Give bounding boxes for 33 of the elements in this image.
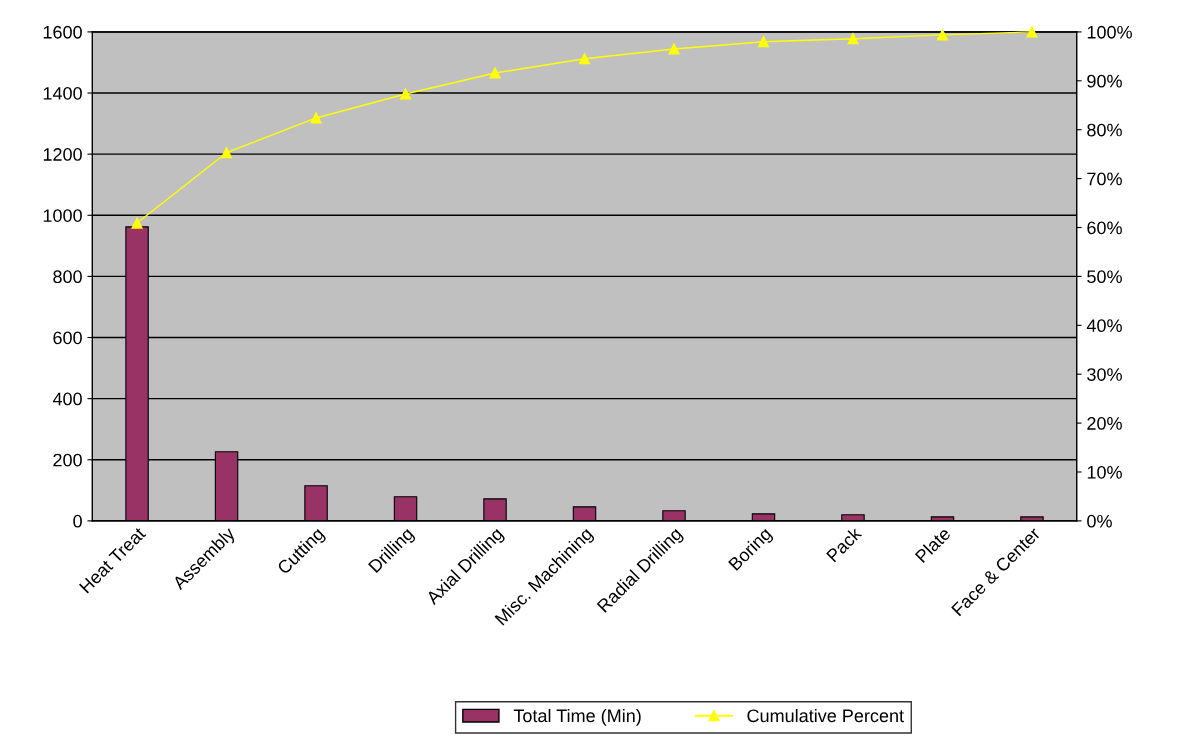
y2-tick-label: 50% [1087, 270, 1122, 284]
y2-tick-label: 80% [1087, 123, 1122, 137]
y-tick-label: 200 [53, 453, 82, 467]
point [310, 112, 322, 124]
y-tick-label: 1600 [43, 25, 82, 39]
legend-label: Total Time (Min) [513, 708, 641, 726]
point [578, 53, 591, 65]
point [221, 147, 233, 159]
y-tick-label: 0 [73, 514, 82, 528]
y2-tick-label: 10% [1087, 465, 1122, 479]
point [936, 29, 949, 41]
y-tick-label: 600 [53, 331, 82, 345]
point [489, 67, 501, 79]
y-tick-label: 1000 [43, 209, 82, 222]
y2-tick-label: 60% [1087, 221, 1122, 235]
y-tick-label: 1200 [43, 148, 82, 161]
y-tick-label: 800 [53, 270, 82, 284]
point [847, 33, 859, 45]
y2-tick-label: 30% [1087, 368, 1122, 381]
point [757, 36, 770, 48]
y2-tick-label: 90% [1087, 74, 1122, 88]
y2-tick-label: 40% [1086, 319, 1122, 333]
y2-tick-label: 70% [1087, 172, 1122, 186]
point [668, 43, 680, 55]
point [399, 88, 412, 100]
point [1026, 26, 1038, 38]
y-tick-label: 1400 [43, 86, 82, 100]
legend-label: Cumulative Percent [747, 708, 904, 723]
y2-tick-label: 20% [1087, 417, 1122, 430]
y2-tick-label: 100% [1087, 25, 1132, 39]
point [131, 217, 143, 229]
y-tick-label: 400 [52, 392, 82, 406]
y2-tick-label: 0% [1087, 514, 1112, 528]
